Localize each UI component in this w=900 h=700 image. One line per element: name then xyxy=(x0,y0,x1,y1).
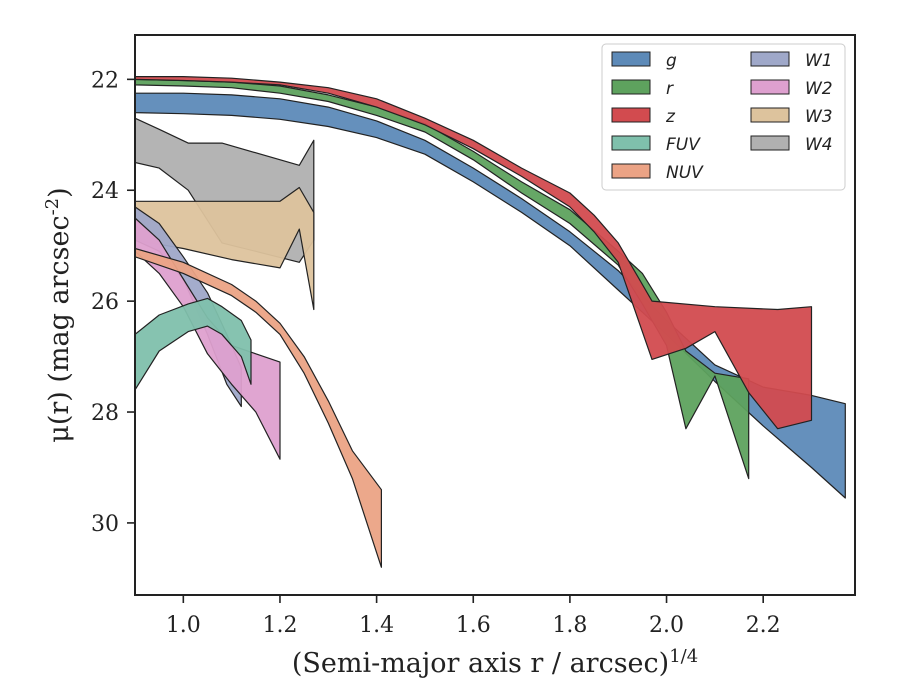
band-fuv xyxy=(135,297,252,391)
y-tick-label: 26 xyxy=(91,290,119,315)
plot-frame xyxy=(134,34,856,596)
legend-swatch-w3 xyxy=(750,107,790,123)
y-axis-label: μ(r) (mag arcsec-2) xyxy=(42,187,76,442)
band-z xyxy=(135,75,813,430)
legend-label-fuv: FUV xyxy=(666,135,701,155)
legend-swatch-w1 xyxy=(750,51,790,67)
x-tick-label: 1.4 xyxy=(359,613,394,638)
band-w2 xyxy=(135,217,281,460)
legend-label-w4: W4 xyxy=(805,135,833,155)
legend-swatch-z xyxy=(611,107,651,123)
legend-label-z: z xyxy=(665,107,676,127)
legend-swatch-fuv xyxy=(611,135,651,151)
legend-label-w2: W2 xyxy=(805,79,833,99)
band-g xyxy=(135,92,846,499)
legend-swatch-w4 xyxy=(750,135,790,151)
legend-swatch-w2 xyxy=(750,79,790,95)
legend-label-r: r xyxy=(666,79,674,99)
x-tick-label: 2.2 xyxy=(746,613,781,638)
x-tick-label: 2.0 xyxy=(649,613,684,638)
axis-ticks: 1.0 1.2 1.4 1.6 1.8 2.0 2.2 22 24 26 28 30 xyxy=(91,68,781,638)
legend-label-nuv: NUV xyxy=(666,163,704,183)
y-tick-label: 24 xyxy=(91,179,119,204)
band-nuv xyxy=(135,247,382,568)
legend-swatch-r xyxy=(611,79,651,95)
x-tick-label: 1.2 xyxy=(262,613,297,638)
band-w3 xyxy=(135,186,315,311)
legend-label-w3: W3 xyxy=(805,107,833,127)
legend-swatch-nuv xyxy=(611,163,651,179)
x-axis-label: (Semi-major axis r / arcsec)1/4 xyxy=(292,646,698,680)
legend-swatch-g xyxy=(611,51,651,67)
y-tick-label: 30 xyxy=(91,512,119,537)
y-tick-label: 22 xyxy=(91,68,119,93)
x-tick-label: 1.8 xyxy=(552,613,587,638)
series-bands xyxy=(135,75,846,568)
legend-label-w1: W1 xyxy=(805,51,833,71)
x-tick-label: 1.0 xyxy=(166,613,201,638)
legend: grz FUV NUV W1 W2 W3 W4 xyxy=(601,43,846,191)
legend-label-g: g xyxy=(666,51,677,71)
y-tick-label: 28 xyxy=(91,401,119,426)
x-tick-label: 1.6 xyxy=(456,613,491,638)
